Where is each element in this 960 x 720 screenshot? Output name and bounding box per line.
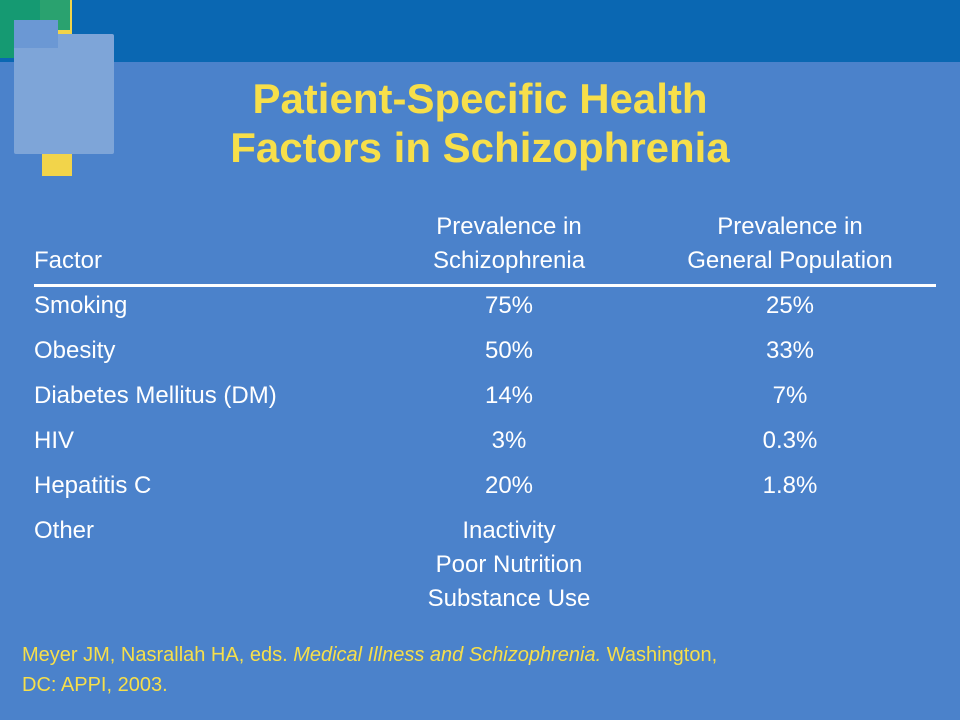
row-general-value: 25% [765,292,815,319]
header-general-line1: Prevalence in [717,213,863,240]
title-line-1: Patient-Specific Health [252,75,708,122]
citation-publisher-line1: Washington, [601,644,718,666]
row-general-value: 33% [765,337,815,364]
row-factor: Diabetes Mellitus (DM) [34,382,277,409]
other-factors-list: Inactivity Poor Nutrition Substance Use [374,514,644,616]
row-schizophrenia-value: 50% [484,337,534,364]
row-factor-other: Other [34,517,95,544]
table-row: Hepatitis C 20% 1.8% [34,467,936,512]
header-schizophrenia-line2: Schizophrenia [432,247,586,274]
row-general-value: 7% [772,382,808,409]
row-factor: HIV [34,427,75,454]
citation-publisher-line2: DC: APPI, 2003. [22,674,168,696]
decorative-logo-icon [0,0,114,176]
citation: Meyer JM, Nasrallah HA, eds. Medical Ill… [22,640,922,700]
table-row: HIV 3% 0.3% [34,422,936,467]
other-item: Inactivity [462,517,556,544]
header-general-line2: General Population [687,247,893,274]
header-schizophrenia: Prevalence in Schizophrenia [374,210,644,278]
table-row: Smoking 75% 25% [34,287,936,332]
slide-title: Patient-Specific Health Factors in Schiz… [0,74,960,172]
citation-authors: Meyer JM, Nasrallah HA, eds. [22,644,294,666]
header-schizophrenia-line1: Prevalence in [436,213,582,240]
other-item: Poor Nutrition [435,551,583,578]
header-factor: Factor [34,247,103,274]
header-divider [34,284,936,287]
row-schizophrenia-value: 3% [491,427,527,454]
table-row-other: Other Inactivity Poor Nutrition Substanc… [34,512,936,622]
row-factor: Obesity [34,337,116,364]
table-row: Diabetes Mellitus (DM) 14% 7% [34,377,936,422]
table-row: Obesity 50% 33% [34,332,936,377]
prevalence-table: Factor Prevalence in Schizophrenia Preva… [34,210,936,622]
row-schizophrenia-value: 75% [484,292,534,319]
row-factor: Smoking [34,292,128,319]
row-factor: Hepatitis C [34,472,152,499]
row-schizophrenia-value: 14% [484,382,534,409]
table-header: Factor Prevalence in Schizophrenia Preva… [34,210,936,278]
row-schizophrenia-value: 20% [484,472,534,499]
top-band [0,0,960,62]
row-general-value: 0.3% [762,427,818,454]
citation-book-title: Medical Illness and Schizophrenia. [293,644,602,666]
title-line-2: Factors in Schizophrenia [230,124,730,171]
row-general-value: 1.8% [762,472,818,499]
other-item: Substance Use [427,585,591,612]
header-general-population: Prevalence in General Population [644,210,936,278]
